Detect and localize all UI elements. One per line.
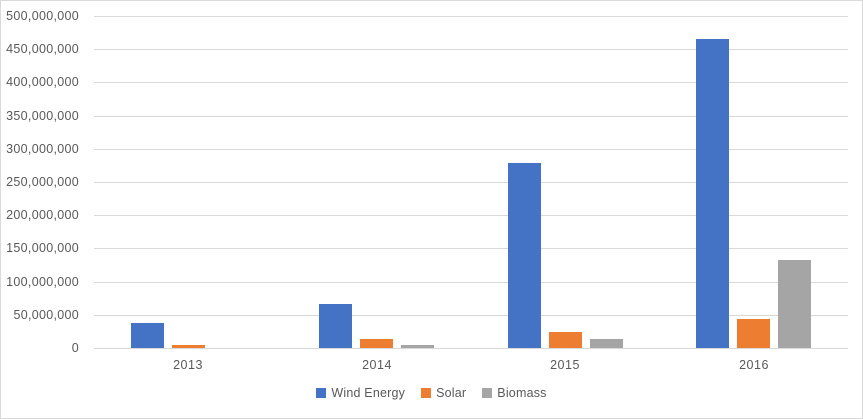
y-tick-label: 400,000,000 (6, 75, 79, 89)
legend-item-wind-energy: Wind Energy (316, 386, 405, 400)
gridline (94, 282, 848, 283)
y-tick-label: 300,000,000 (6, 142, 79, 156)
bar-solar-2015 (549, 332, 582, 348)
gridline (94, 49, 848, 50)
bar-biomass-2015 (590, 339, 623, 348)
x-tick-label: 2013 (173, 358, 203, 372)
bar-solar-2016 (737, 319, 770, 348)
gridline (94, 315, 848, 316)
gridline (94, 116, 848, 117)
wind-energy-swatch-icon (316, 388, 327, 398)
bar-solar-2014 (360, 339, 393, 348)
x-tick-label: 2014 (362, 358, 392, 372)
y-tick-label: 500,000,000 (6, 9, 79, 23)
y-tick-label: 150,000,000 (6, 241, 79, 255)
y-tick-label: 200,000,000 (6, 208, 79, 222)
gridline (94, 215, 848, 216)
legend-label-biomass: Biomass (497, 386, 547, 400)
y-tick-label: 50,000,000 (13, 308, 79, 322)
y-tick-label: 0 (71, 341, 79, 355)
y-tick-label: 450,000,000 (6, 42, 79, 56)
gridline (94, 82, 848, 83)
gridline (94, 348, 848, 349)
biomass-swatch-icon (482, 388, 493, 398)
legend: Wind Energy Solar Biomass (1, 386, 862, 400)
solar-swatch-icon (421, 388, 432, 398)
bar-wind-energy-2015 (508, 163, 541, 348)
y-tick-label: 100,000,000 (6, 275, 79, 289)
gridline (94, 149, 848, 150)
bar-wind-energy-2016 (696, 39, 729, 348)
bar-solar-2013 (172, 345, 205, 348)
gridline (94, 16, 848, 17)
y-tick-label: 250,000,000 (6, 175, 79, 189)
bar-wind-energy-2014 (319, 304, 352, 348)
bar-biomass-2016 (778, 260, 811, 348)
legend-item-biomass: Biomass (482, 386, 546, 400)
bar-biomass-2014 (401, 345, 434, 348)
y-tick-label: 350,000,000 (6, 109, 79, 123)
x-tick-label: 2015 (550, 358, 580, 372)
legend-item-solar: Solar (421, 386, 466, 400)
bar-wind-energy-2013 (131, 323, 164, 348)
legend-label-wind-energy: Wind Energy (331, 386, 406, 400)
gridline (94, 182, 848, 183)
gridline (94, 248, 848, 249)
x-tick-label: 2016 (739, 358, 769, 372)
legend-label-solar: Solar (436, 386, 467, 400)
